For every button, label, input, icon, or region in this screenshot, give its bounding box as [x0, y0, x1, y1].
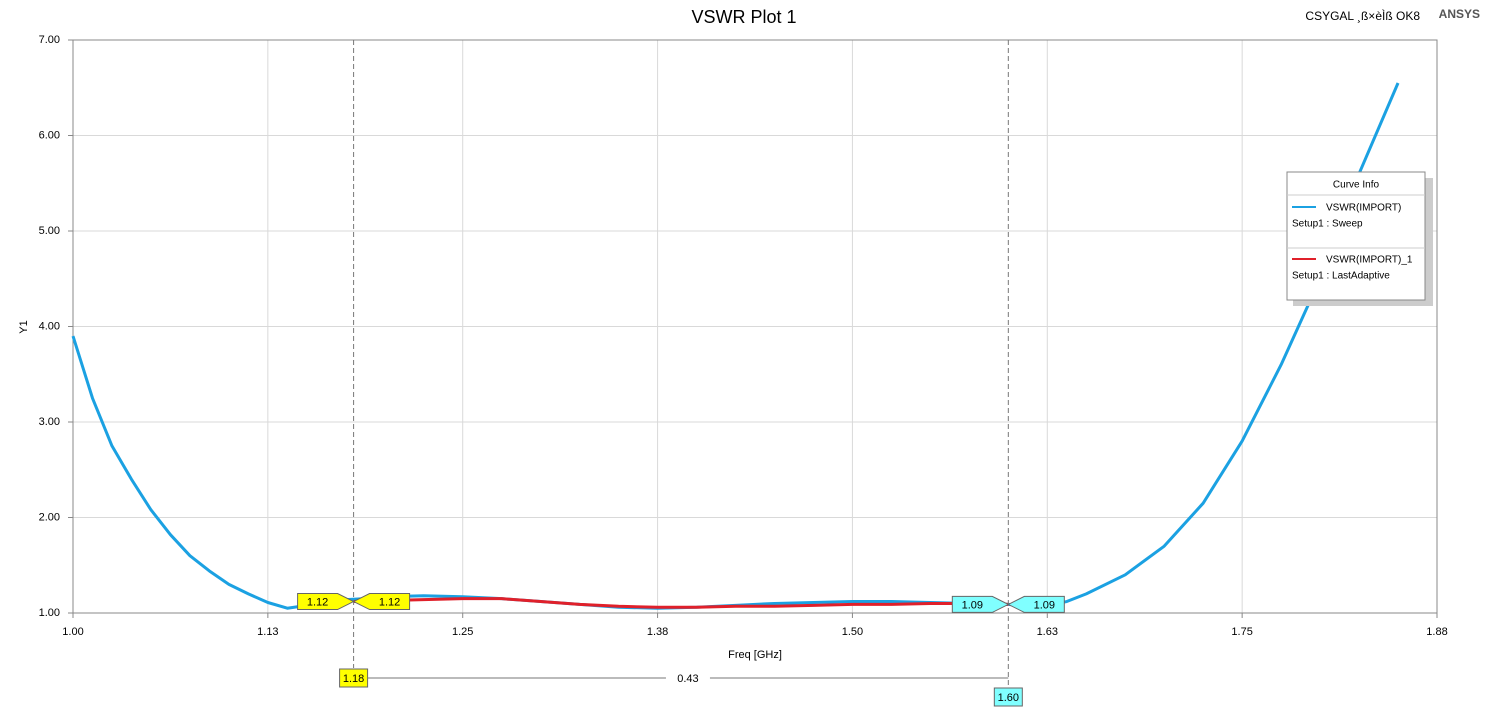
- y-tick-label: 6.00: [39, 129, 60, 141]
- y-tick-label: 5.00: [39, 225, 60, 237]
- plot-frame: [72, 39, 1438, 614]
- x-tick-label: 1.50: [842, 626, 863, 638]
- y-tick-label: 2.00: [39, 511, 60, 523]
- marker-label-box: [297, 593, 355, 611]
- legend-box: [1286, 171, 1426, 301]
- marker-label-box: [1007, 595, 1065, 613]
- y-tick-label: 1.00: [39, 607, 60, 619]
- x-axis-label: Freq [GHz]: [728, 649, 782, 661]
- legend-title: Curve Info: [1333, 180, 1380, 191]
- y-tick-label: 7.00: [39, 34, 60, 46]
- markers: 1.12 1.12 1.18 1.09 1.09 1.60 0.43: [297, 40, 1065, 707]
- marker-value-label: 1.09: [962, 599, 983, 611]
- chart-title: VSWR Plot 1: [691, 7, 796, 27]
- legend-label: VSWR(IMPORT): [1326, 203, 1401, 214]
- marker-label-box: [951, 595, 1010, 613]
- series-line: [353, 597, 1009, 609]
- y-axis-label: Y1: [18, 320, 30, 333]
- x-tick-label: 1.63: [1037, 626, 1058, 638]
- marker-value-label: 1.09: [1034, 599, 1055, 611]
- legend: Curve Info VSWR(IMPORT) Setup1 : Sweep VSW…: [1286, 171, 1433, 306]
- y-tick-label: 3.00: [39, 416, 60, 428]
- x-tick-label: 1.38: [647, 626, 668, 638]
- legend-setup: Setup1 : Sweep: [1292, 219, 1363, 230]
- x-tick-label: 1.75: [1231, 626, 1252, 638]
- marker-value-label: 1.12: [307, 596, 328, 608]
- legend-setup: Setup1 : LastAdaptive: [1292, 271, 1390, 282]
- x-tick-label: 1.00: [62, 626, 83, 638]
- brand: ANSYS: [1439, 7, 1480, 21]
- legend-label: VSWR(IMPORT)_1: [1326, 255, 1413, 266]
- curves: [71, 82, 1400, 610]
- marker-x-label: 1.18: [343, 673, 364, 685]
- y-tick-label: 4.00: [39, 320, 60, 332]
- marker-value-label: 1.12: [379, 596, 400, 608]
- marker-x-box: [993, 687, 1023, 707]
- x-tick-label: 1.25: [452, 626, 473, 638]
- delta-label: 0.43: [677, 673, 698, 685]
- marker-label-box: [352, 593, 411, 611]
- x-tick-label: 1.13: [257, 626, 278, 638]
- x-tick-label: 1.88: [1426, 626, 1447, 638]
- marker-x-label: 1.60: [998, 692, 1019, 704]
- header-note: CSYGAL ¸ß×èÌß OK8: [1305, 8, 1420, 23]
